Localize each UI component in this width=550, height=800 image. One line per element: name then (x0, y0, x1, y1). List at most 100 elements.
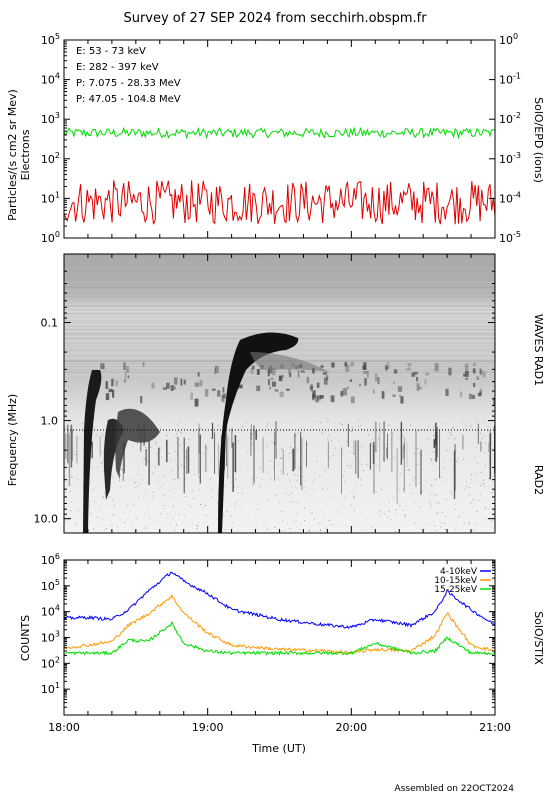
spectrogram-noise-dot (173, 479, 175, 480)
spectrogram-noise-dot (345, 525, 347, 527)
spectrogram-noise-dot (112, 514, 114, 516)
spectrogram-noise-dot (484, 452, 486, 454)
spectrogram-noise-dot (462, 421, 463, 423)
spectrogram-noise-dot (308, 530, 310, 532)
spectrogram-noise-dot (375, 465, 377, 467)
spectrogram-type3-dash (222, 386, 225, 393)
spectrogram-noise-dot (155, 441, 157, 443)
spectrogram-noise-dot (440, 476, 442, 478)
stix-ytick-label: 103 (41, 630, 60, 645)
spectrogram-noise-dot (350, 465, 352, 467)
spectrogram-noise-dot (435, 529, 437, 531)
spectrogram-noise-dot (289, 479, 291, 481)
spectrogram-noise-dot (404, 514, 406, 516)
spectrogram-type3-dash (472, 395, 476, 399)
spectrogram-noise-dot (443, 466, 445, 468)
spectrogram-noise-dot (156, 453, 158, 455)
spectrogram-noise-dot (163, 508, 165, 510)
spectrogram-noise-dot (237, 487, 238, 489)
spectrogram-noise-dot (152, 491, 154, 493)
spectrogram-noise-dot (66, 444, 68, 446)
spectrogram-noise-dot (320, 522, 322, 524)
spectrogram-noise-dot (143, 527, 145, 529)
spectrogram-noise-dot (252, 477, 253, 479)
spectrogram-noise-dot (136, 474, 138, 476)
spectrogram-noise-dot (300, 426, 302, 428)
spectrogram-noise-dot (361, 528, 363, 530)
spectrogram-noise-dot (470, 502, 472, 504)
spectrogram-noise-dot (197, 475, 199, 477)
spectrogram-type3-dash (381, 391, 385, 399)
spectrogram-noise-dot (474, 524, 476, 526)
spectrogram-noise-dot (465, 481, 467, 483)
spectrogram-noise-dot (342, 453, 344, 455)
spectrogram-type3-dash (434, 363, 439, 372)
spectrogram-type3-dash (448, 367, 452, 376)
spectrogram-noise-dot (388, 424, 390, 426)
spectrogram-noise-dot (479, 494, 481, 496)
spectrogram-noise-dot (432, 520, 434, 522)
spectrogram-type3-dash (367, 370, 369, 378)
spectrogram-type3-dash (463, 373, 466, 377)
spectrogram-type3-dash (115, 380, 118, 387)
spectrogram-noise-dot (113, 513, 115, 515)
spectrogram-type3-dash (211, 388, 216, 391)
particles-ytick-label: 104 (41, 72, 60, 87)
spectrogram-noise-dot (437, 512, 439, 513)
spectrogram-noise-dot (449, 431, 451, 433)
spectrogram-type3-dash (406, 368, 408, 371)
spectrogram-noise-dot (429, 493, 431, 495)
spectrogram-noise-dot (398, 438, 400, 440)
spectrogram-noise-dot (476, 462, 478, 464)
spectrogram-noise-dot (71, 430, 73, 432)
spectrogram-noise-dot (73, 451, 75, 453)
spectrogram-noise-dot (143, 459, 145, 461)
spectrogram-noise-dot (234, 505, 236, 507)
spectrogram-noise-dot (370, 445, 372, 447)
spectrogram-panel: 0.1 1.0 10.0 Frequency (MHz) WAVES RAD1 RA… (6, 253, 545, 534)
spectrogram-noise-dot (379, 510, 381, 512)
particles-series-line (64, 126, 495, 140)
spectrogram-noise-dot (392, 433, 394, 435)
spectrogram-noise-dot (311, 530, 313, 532)
spectrogram-type3-dash (459, 391, 463, 398)
spectrogram-type3-dash (315, 395, 319, 403)
spectrogram-noise-dot (485, 518, 487, 520)
rad1-label: WAVES RAD1 (532, 314, 545, 386)
spectrogram-noise-dot (430, 458, 431, 460)
spectrogram-noise-dot (384, 443, 386, 445)
spectrogram-noise-dot (475, 421, 477, 423)
spectrogram-noise-dot (266, 528, 268, 530)
spectrogram-noise-dot (358, 425, 359, 427)
spectrogram-noise-dot (429, 452, 431, 454)
spectrogram-noise-dot (295, 435, 297, 437)
stix-frame (63, 559, 496, 716)
spectrogram-noise-dot (172, 470, 174, 472)
spectrogram-type3-dash (424, 379, 427, 385)
spectrogram-noise-dot (232, 465, 234, 467)
spectrogram-type3-dash (342, 388, 348, 396)
spectrogram-noise-dot (298, 467, 300, 468)
spectrogram-type3-dash (214, 367, 216, 375)
spectrogram-type3-dash (414, 371, 418, 375)
spectrogram-type3-dash (384, 364, 390, 369)
spectrogram-noise-dot (335, 510, 337, 512)
spectrogram-noise-dot (232, 522, 234, 524)
spectrogram-noise-dot (425, 429, 427, 431)
spectrogram-noise-dot (252, 484, 254, 486)
spectrogram-noise-dot (328, 520, 330, 521)
spectrogram-type3-dash (312, 368, 315, 374)
footer-assembled: Assembled on 22OCT2024 (395, 784, 515, 794)
spectrogram-noise-dot (64, 451, 66, 453)
spectrogram-type3-dash (419, 386, 422, 390)
spectrogram-noise-dot (468, 494, 470, 496)
stix-legend-entry: 10-15keV (434, 576, 478, 586)
spectrogram-noise-dot (217, 502, 219, 504)
spectrogram-noise-dot (442, 460, 444, 462)
spectrogram-noise-dot (412, 479, 414, 481)
spectrogram-noise-dot (455, 490, 457, 492)
spectrogram-noise-dot (361, 464, 362, 466)
spectrogram-type3-dash (268, 379, 270, 386)
spectrogram-noise-dot (450, 491, 452, 493)
